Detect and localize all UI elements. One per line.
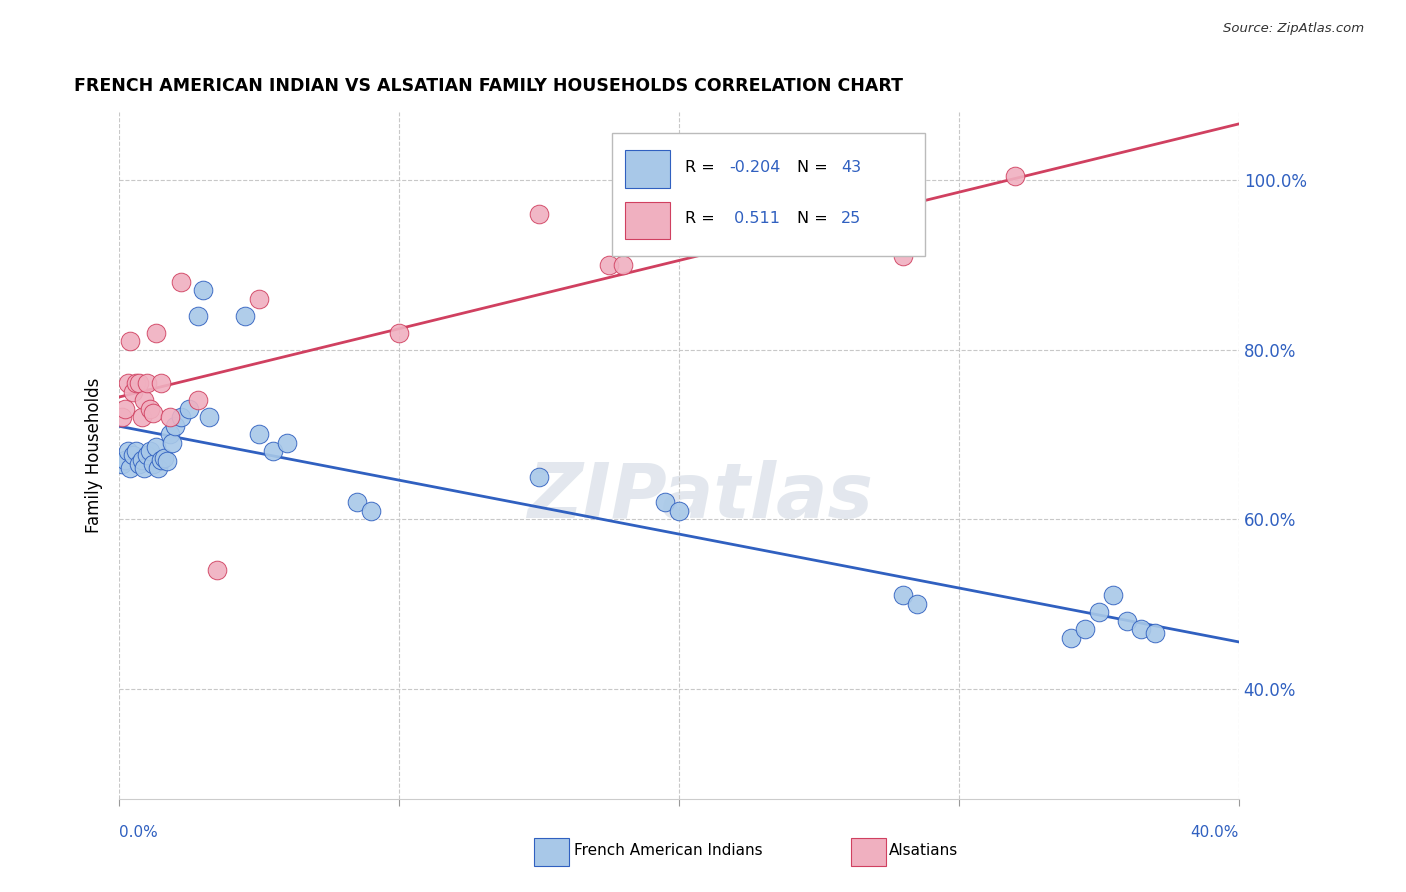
Point <box>247 427 270 442</box>
Point <box>134 393 156 408</box>
Text: -0.204: -0.204 <box>730 160 780 175</box>
Point <box>122 384 145 399</box>
Point <box>114 452 136 467</box>
Point <box>145 440 167 454</box>
Point <box>187 393 209 408</box>
Point <box>142 457 165 471</box>
Text: ZIPatlas: ZIPatlas <box>529 459 875 533</box>
Point <box>247 292 270 306</box>
Text: Alsatians: Alsatians <box>889 843 957 857</box>
Point <box>891 249 914 263</box>
Text: 0.0%: 0.0% <box>120 825 157 840</box>
Point <box>207 563 229 577</box>
Point <box>1060 631 1083 645</box>
Point <box>139 401 162 416</box>
Point <box>170 410 193 425</box>
Point <box>139 444 162 458</box>
Point <box>156 454 179 468</box>
Text: 0.511: 0.511 <box>730 211 780 227</box>
Point <box>668 503 690 517</box>
Point <box>346 495 368 509</box>
Point <box>527 469 550 483</box>
Point <box>117 444 139 458</box>
Text: R =: R = <box>685 211 720 227</box>
Point <box>111 457 134 471</box>
Point <box>125 444 148 458</box>
Point <box>198 410 221 425</box>
Point <box>162 435 184 450</box>
Point <box>136 376 159 391</box>
Point <box>1074 622 1097 636</box>
Point <box>891 588 914 602</box>
Point <box>136 449 159 463</box>
Point <box>1129 622 1152 636</box>
Text: N =: N = <box>797 211 832 227</box>
FancyBboxPatch shape <box>612 133 925 256</box>
Point <box>128 457 150 471</box>
Point <box>159 427 181 442</box>
Point <box>159 410 181 425</box>
Text: FRENCH AMERICAN INDIAN VS ALSATIAN FAMILY HOUSEHOLDS CORRELATION CHART: FRENCH AMERICAN INDIAN VS ALSATIAN FAMIL… <box>75 78 904 95</box>
Text: N =: N = <box>797 160 832 175</box>
Point <box>187 309 209 323</box>
Point <box>145 326 167 340</box>
Point <box>153 450 176 465</box>
Point <box>1088 605 1111 619</box>
Point <box>360 503 382 517</box>
Point <box>1143 626 1166 640</box>
Point <box>120 334 142 348</box>
Point <box>111 410 134 425</box>
Point <box>179 401 201 416</box>
Point <box>598 258 620 272</box>
Point <box>148 461 170 475</box>
Point <box>1101 588 1123 602</box>
Text: R =: R = <box>685 160 720 175</box>
Text: 43: 43 <box>841 160 862 175</box>
Point <box>150 452 173 467</box>
Point <box>134 461 156 475</box>
Text: French American Indians: French American Indians <box>574 843 762 857</box>
Point <box>905 597 928 611</box>
Point <box>612 258 634 272</box>
Point <box>1115 614 1137 628</box>
Point <box>388 326 411 340</box>
Point <box>125 376 148 391</box>
Point <box>131 452 153 467</box>
Point <box>193 283 215 297</box>
Point <box>527 207 550 221</box>
Point <box>120 461 142 475</box>
Y-axis label: Family Households: Family Households <box>86 378 103 533</box>
Text: 40.0%: 40.0% <box>1191 825 1239 840</box>
Text: Source: ZipAtlas.com: Source: ZipAtlas.com <box>1223 22 1364 36</box>
Point <box>122 449 145 463</box>
Point <box>170 275 193 289</box>
Point <box>233 309 256 323</box>
Point <box>262 444 284 458</box>
Point <box>117 376 139 391</box>
Point <box>165 418 187 433</box>
Point <box>114 401 136 416</box>
Point <box>128 376 150 391</box>
Point <box>150 376 173 391</box>
FancyBboxPatch shape <box>626 150 671 188</box>
Point <box>142 406 165 420</box>
Point <box>131 410 153 425</box>
Point <box>654 495 676 509</box>
Text: 25: 25 <box>841 211 862 227</box>
Point <box>1004 169 1026 183</box>
FancyBboxPatch shape <box>626 202 671 239</box>
Point <box>276 435 298 450</box>
